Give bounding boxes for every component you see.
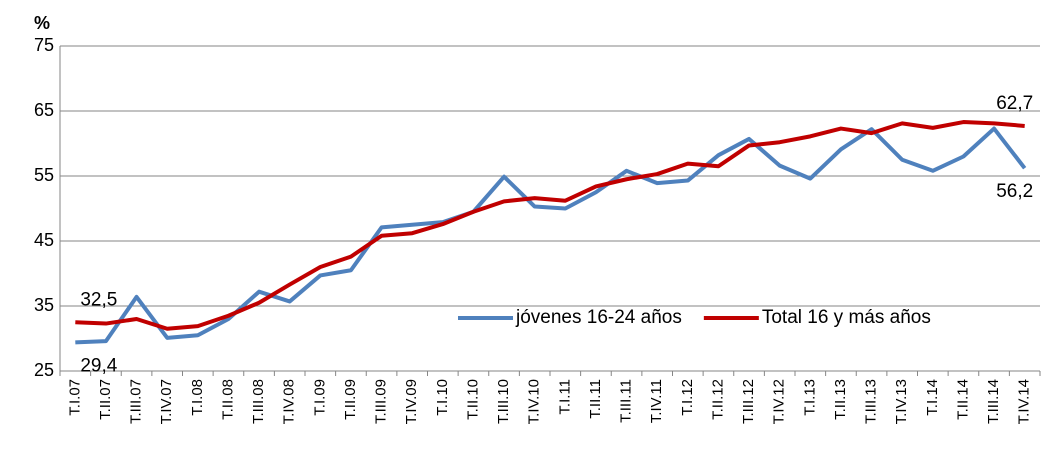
legend-label: Total 16 y más años	[762, 307, 931, 328]
x-tick-label: T.III.13	[863, 379, 880, 424]
y-tick-label: 55	[34, 165, 54, 185]
x-tick-label: T.III.12	[740, 379, 757, 424]
x-tick-label: T.I.12	[679, 379, 696, 416]
y-tick-label: 35	[34, 295, 54, 315]
x-tick-label: T.III.07	[128, 379, 145, 424]
x-tick-label: T.III.09	[373, 379, 390, 424]
y-axis-label: %	[34, 13, 50, 33]
data-label: 29,4	[80, 355, 117, 376]
x-tick-label: T.IV.09	[403, 379, 420, 424]
x-tick-label: T.II.10	[464, 379, 481, 420]
x-tick-label: T.II.14	[954, 379, 971, 420]
data-label: 32,5	[80, 289, 117, 310]
x-tick-label: T.I.09	[311, 379, 328, 416]
x-tick-label: T.IV.07	[158, 379, 175, 424]
x-tick-label: T.II.11	[587, 379, 604, 419]
x-tick-label: T.I.10	[434, 379, 451, 416]
x-tick-label: T.II.13	[832, 379, 849, 420]
x-tick-label: T.IV.12	[771, 379, 788, 424]
x-tick-label: T.III.14	[985, 379, 1002, 424]
x-tick-label: T.II.09	[342, 379, 359, 420]
y-tick-label: 75	[34, 35, 54, 55]
y-tick-label: 25	[34, 360, 54, 380]
x-tick-label: T.IV.11	[648, 379, 665, 423]
x-tick-label: T.III.08	[250, 379, 267, 424]
x-tick-label: T.IV.14	[1016, 379, 1033, 424]
data-label: 62,7	[996, 93, 1033, 114]
x-tick-label: T.III.10	[495, 379, 512, 424]
x-tick-label: T.I.14	[924, 379, 941, 416]
x-tick-label: T.I.13	[801, 379, 818, 416]
data-label: 56,2	[996, 181, 1033, 202]
legend-label: jóvenes 16-24 años	[515, 307, 682, 328]
x-tick-label: T.II.12	[709, 379, 726, 420]
x-tick-label: T.IV.10	[526, 379, 543, 424]
x-tick-label: T.III.11	[618, 379, 635, 423]
x-tick-label: T.IV.08	[281, 379, 298, 424]
x-tick-label: T.I.08	[189, 379, 206, 416]
x-tick-label: T.II.07	[97, 379, 114, 420]
x-tick-label: T.I.07	[66, 379, 83, 416]
y-tick-label: 65	[34, 100, 54, 120]
x-tick-label: T.IV.13	[893, 379, 910, 424]
y-tick-label: 45	[34, 230, 54, 250]
x-tick-label: T.I.11	[556, 379, 573, 415]
x-tick-label: T.II.08	[219, 379, 236, 420]
series-line	[75, 120, 1025, 331]
